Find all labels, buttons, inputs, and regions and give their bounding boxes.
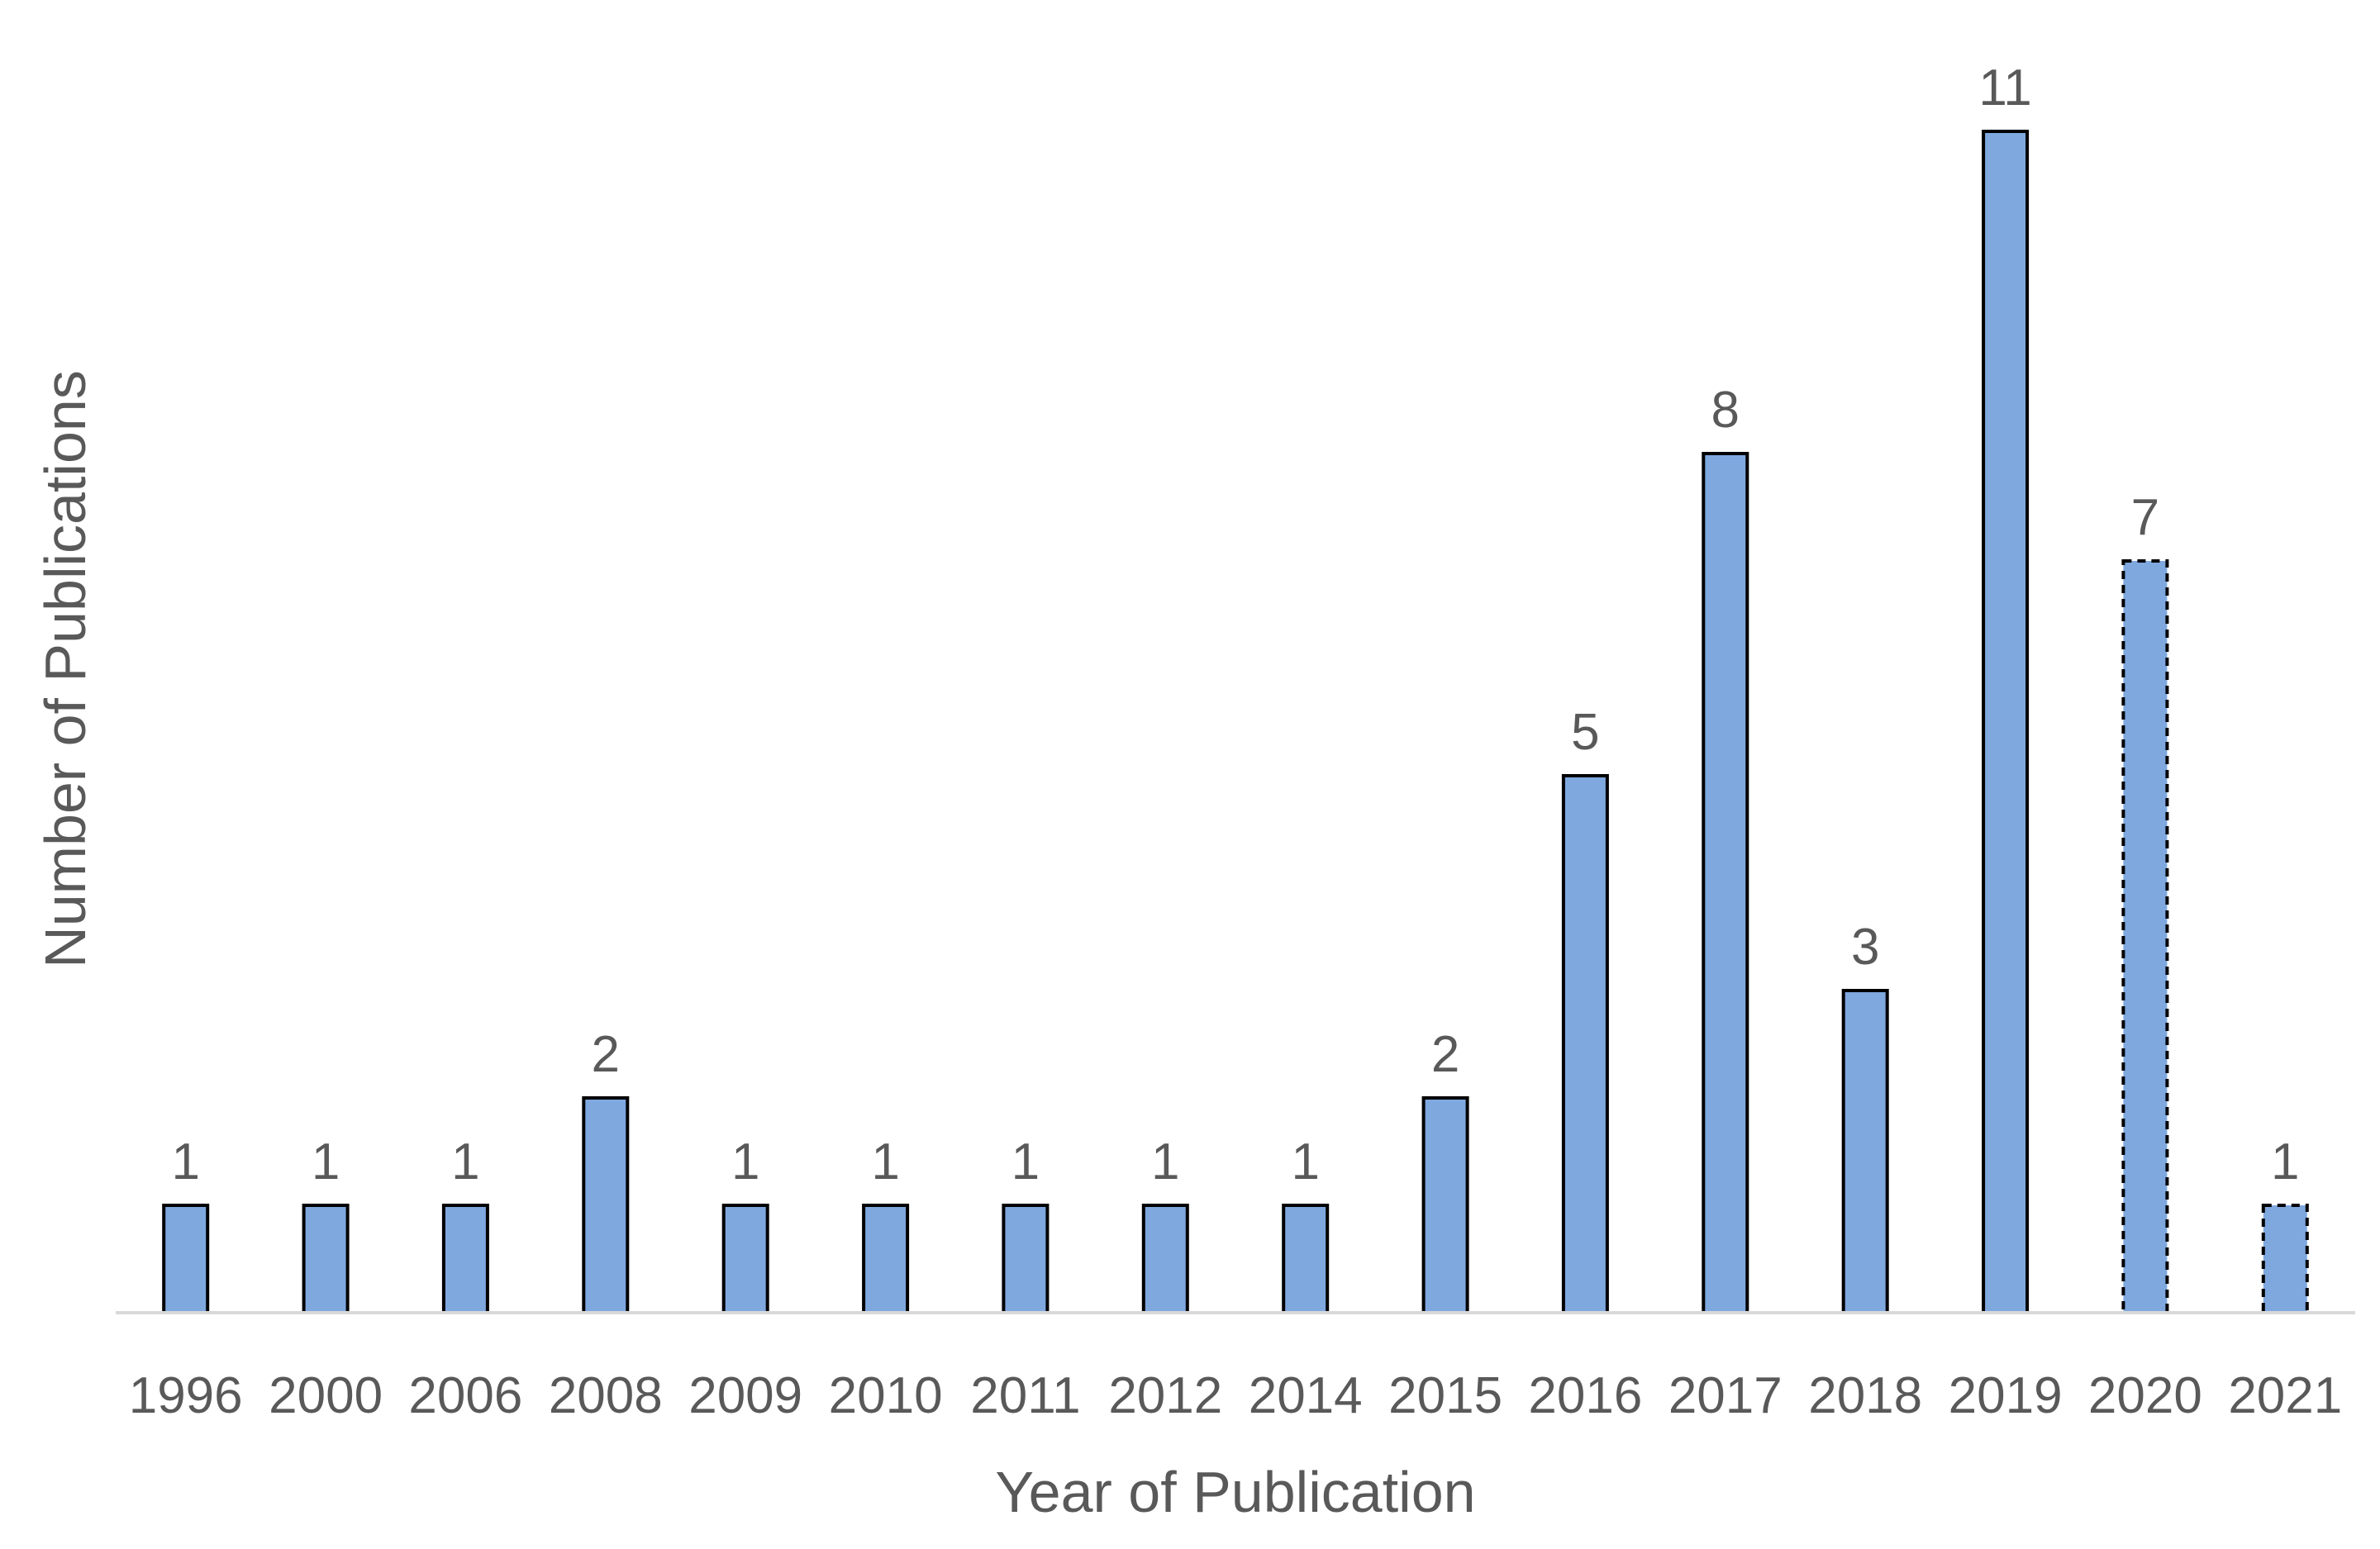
bar-2016: [1561, 774, 1609, 1314]
data-label-2019: 11: [1978, 59, 2031, 116]
data-label-2010: 1: [871, 1133, 899, 1190]
bar-2017: [1702, 452, 1749, 1314]
data-label-2014: 1: [1291, 1133, 1319, 1190]
bar-2011: [1002, 1204, 1050, 1314]
bar-2008: [582, 1096, 630, 1314]
bar-2000: [302, 1204, 350, 1314]
x-tick-label-2012: 2012: [1108, 1367, 1222, 1424]
data-label-2017: 8: [1711, 382, 1740, 439]
bar-2015: [1421, 1096, 1469, 1314]
x-tick-label-2019: 2019: [1949, 1367, 2063, 1424]
x-tick-label-2006: 2006: [408, 1367, 522, 1424]
data-label-2021: 1: [2271, 1133, 2299, 1190]
x-tick-label-2010: 2010: [829, 1367, 943, 1424]
x-tick-label-2016: 2016: [1528, 1367, 1642, 1424]
data-label-2000: 1: [312, 1133, 340, 1190]
data-label-1996: 1: [171, 1133, 199, 1190]
bar-2019: [1982, 130, 2030, 1314]
x-tick-label-2011: 2011: [970, 1367, 1080, 1424]
bar-2020: [2121, 559, 2169, 1314]
x-tick-label-2008: 2008: [549, 1367, 663, 1424]
x-tick-label-2018: 2018: [1808, 1367, 1922, 1424]
bar-2009: [721, 1204, 769, 1314]
x-tick-label-2009: 2009: [688, 1367, 802, 1424]
bar-1996: [162, 1204, 210, 1314]
x-tick-labels-layer: 1996 2000 2006 2008 2009 2010 2011 2012 2014 2015…: [129, 1367, 2343, 1424]
bar-2021: [2261, 1204, 2309, 1314]
data-label-2011: 1: [1011, 1133, 1040, 1190]
data-label-2006: 1: [451, 1133, 479, 1190]
data-label-2009: 1: [731, 1133, 759, 1190]
x-axis-title: Year of Publication: [995, 1460, 1475, 1524]
x-tick-label-1996: 1996: [129, 1367, 243, 1424]
data-label-2008: 2: [592, 1026, 620, 1083]
bars-layer: [162, 130, 2309, 1314]
x-tick-label-2021: 2021: [2228, 1367, 2342, 1424]
data-label-2020: 7: [2131, 489, 2159, 546]
x-tick-label-2017: 2017: [1668, 1367, 1783, 1424]
x-tick-label-2000: 2000: [269, 1367, 383, 1424]
bar-2006: [441, 1204, 489, 1314]
bar-2010: [862, 1204, 910, 1314]
x-tick-label-2020: 2020: [2088, 1367, 2202, 1424]
x-tick-label-2014: 2014: [1249, 1367, 1363, 1424]
data-label-2012: 1: [1151, 1133, 1179, 1190]
data-label-2018: 3: [1851, 919, 1879, 976]
data-label-2015: 2: [1431, 1026, 1459, 1083]
x-tick-label-2015: 2015: [1388, 1367, 1502, 1424]
y-axis-title: Number of Publications: [33, 370, 98, 968]
bar-2012: [1141, 1204, 1189, 1314]
data-label-2016: 5: [1571, 704, 1599, 761]
bar-2018: [1841, 989, 1889, 1314]
bar-2014: [1282, 1204, 1330, 1314]
